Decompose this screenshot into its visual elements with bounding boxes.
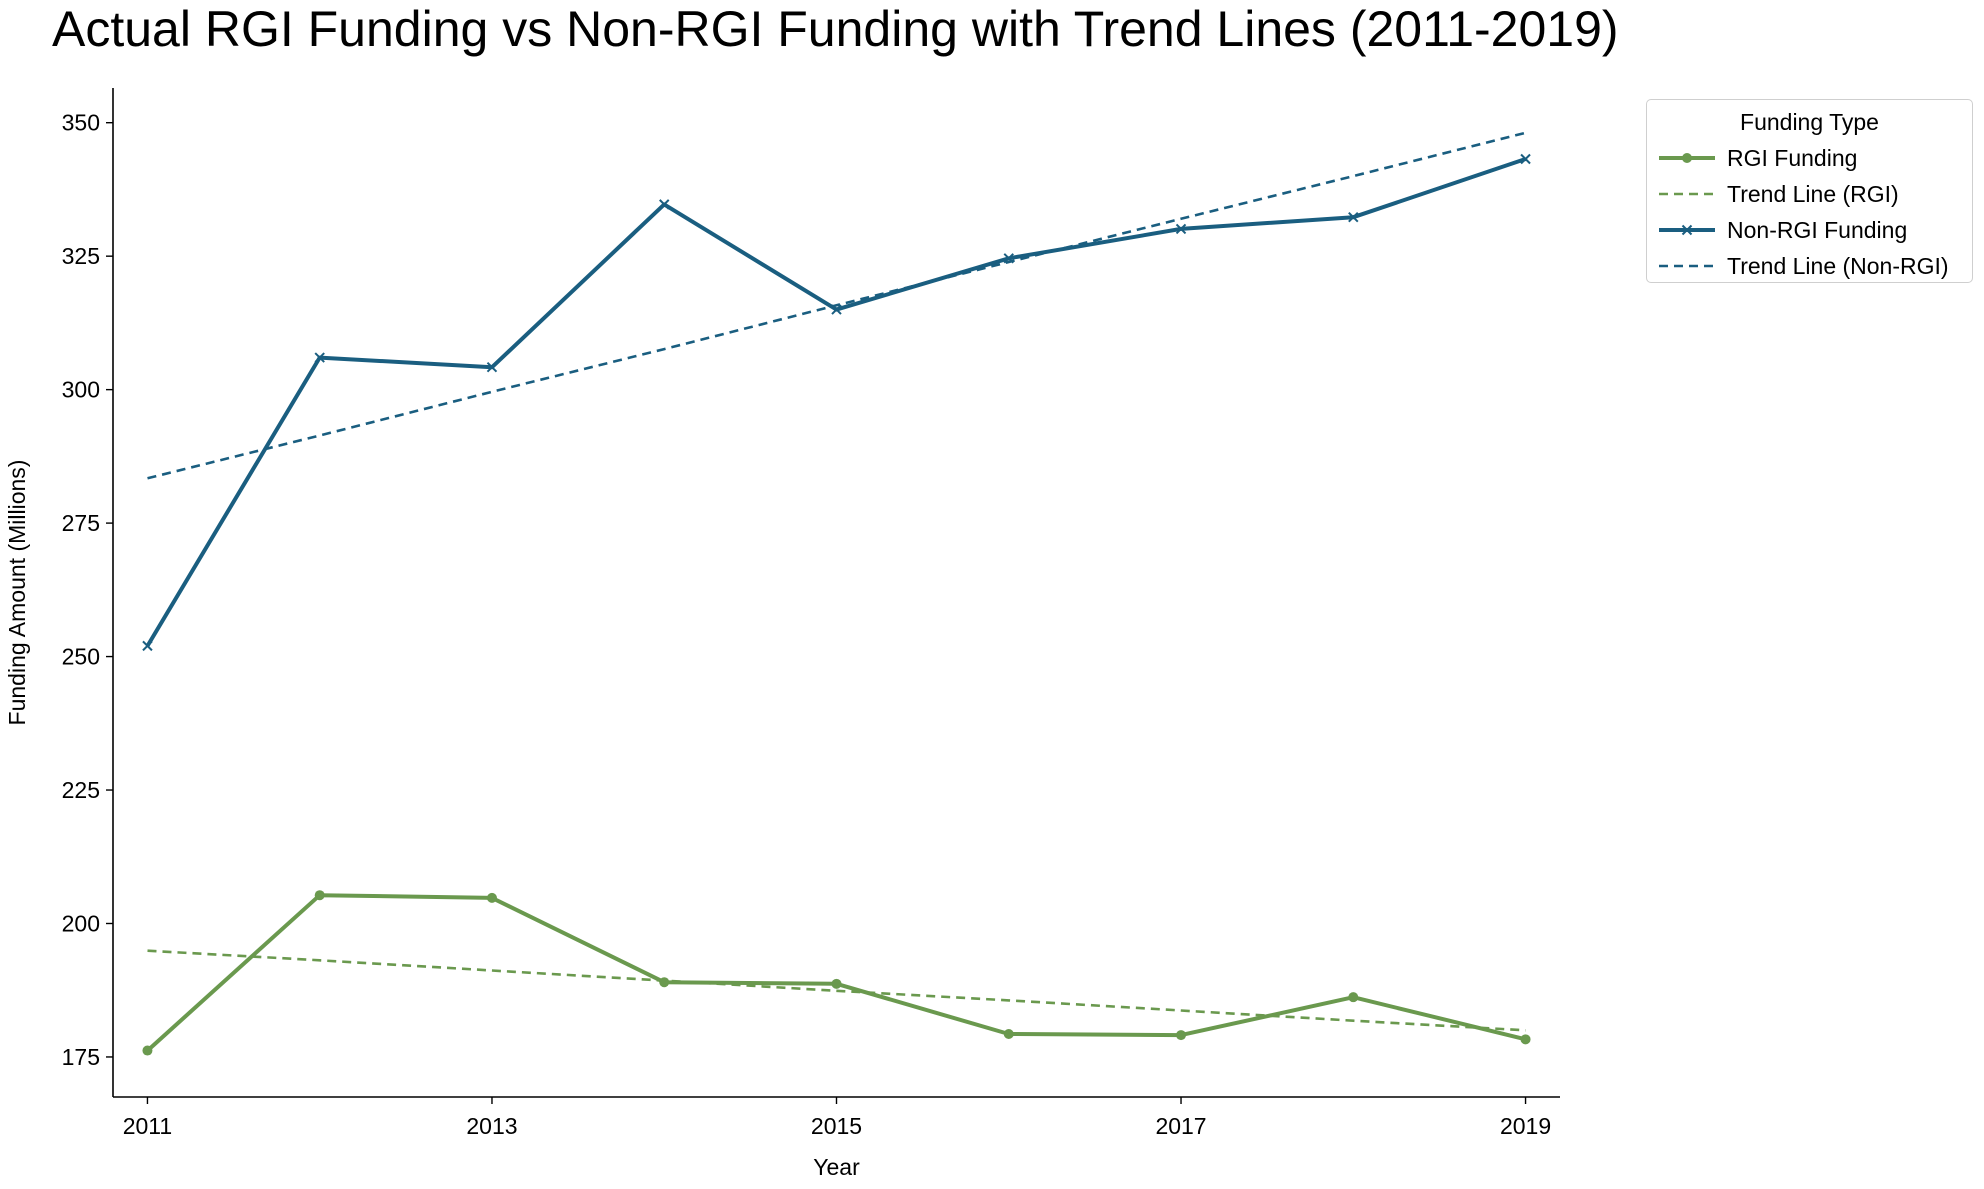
legend-marker <box>1681 224 1693 236</box>
series-line <box>146 893 1526 1053</box>
y-tick-label: 300 <box>62 377 100 403</box>
data-point <box>486 362 498 373</box>
trend-line <box>147 949 1526 1032</box>
legend-swatch <box>1659 192 1715 196</box>
data-point <box>1348 992 1359 1003</box>
y-axis-label: Funding Amount (Millions) <box>4 460 30 726</box>
legend-marker <box>1682 153 1692 163</box>
legend-item: Trend Line (Non-RGI) <box>1657 251 1967 281</box>
legend-swatch <box>1659 264 1715 268</box>
x-tick-label: 2017 <box>1155 1113 1206 1139</box>
x-axis-label: Year <box>813 1154 860 1180</box>
legend-label: RGI Funding <box>1727 145 1858 171</box>
legend-item: Non-RGI Funding <box>1657 215 1967 245</box>
data-point <box>1520 153 1531 165</box>
x-marker-stroke <box>1003 253 1014 264</box>
legend-title: Funding Type <box>1740 109 1879 135</box>
x-marker-stroke <box>142 640 153 652</box>
y-tick-label: 325 <box>62 243 100 269</box>
data-point <box>314 352 325 363</box>
data-point <box>659 199 670 210</box>
x-tick-label: 2011 <box>123 1113 172 1139</box>
y-tick-label: 250 <box>62 644 100 670</box>
y-tick-label: 225 <box>62 777 100 803</box>
legend: Funding Type RGI Funding Trend Line (RGI)… <box>1646 99 1973 283</box>
y-tick-label: 275 <box>62 510 100 536</box>
legend-item: RGI Funding <box>1657 143 1967 173</box>
series-layer <box>142 131 1531 1056</box>
y-tick-label: 175 <box>62 1044 100 1070</box>
series-trend-line-non-rgi <box>147 131 1526 480</box>
data-point <box>1348 211 1359 223</box>
trend-line <box>147 131 1526 480</box>
chart-axes: 175 200 225 250 275 300 325 350 2011 2013 2015 2017… <box>62 88 1560 1139</box>
data-point <box>1175 223 1187 235</box>
x-marker-stroke <box>486 362 498 373</box>
legend-item: Trend Line (RGI) <box>1657 179 1967 209</box>
series-line <box>145 157 1527 647</box>
x-marker-stroke <box>1520 153 1531 165</box>
data-point <box>1176 1030 1187 1041</box>
data-point <box>314 890 325 901</box>
data-point <box>486 892 497 903</box>
x-marker-stroke <box>659 199 670 210</box>
y-tick-label: 200 <box>62 910 100 936</box>
legend-label: Non-RGI Funding <box>1727 217 1908 243</box>
data-point <box>142 1045 153 1056</box>
legend-label: Trend Line (RGI) <box>1727 181 1899 207</box>
series-trend-line-rgi <box>147 949 1526 1032</box>
chart-title: Actual RGI Funding vs Non-RGI Funding wi… <box>52 1 1619 57</box>
data-point <box>831 978 842 989</box>
x-tick-label: 2019 <box>1500 1113 1551 1139</box>
x-tick-label: 2013 <box>466 1113 517 1139</box>
x-marker-stroke <box>1348 211 1359 223</box>
x-tick-label: 2015 <box>811 1113 862 1139</box>
y-tick-label: 350 <box>62 110 100 136</box>
legend-label: Trend Line (Non-RGI) <box>1727 253 1949 279</box>
data-point <box>1520 1034 1531 1045</box>
data-point <box>1003 1029 1014 1040</box>
x-marker-stroke <box>314 352 325 363</box>
x-marker-stroke <box>831 304 842 315</box>
series-non-rgi-funding <box>142 153 1531 652</box>
x-marker-stroke <box>1175 223 1187 235</box>
data-point <box>659 977 670 988</box>
legend-swatch <box>1659 153 1715 163</box>
data-point <box>142 640 153 652</box>
series-rgi-funding <box>142 890 1531 1056</box>
legend-swatch <box>1659 224 1715 236</box>
